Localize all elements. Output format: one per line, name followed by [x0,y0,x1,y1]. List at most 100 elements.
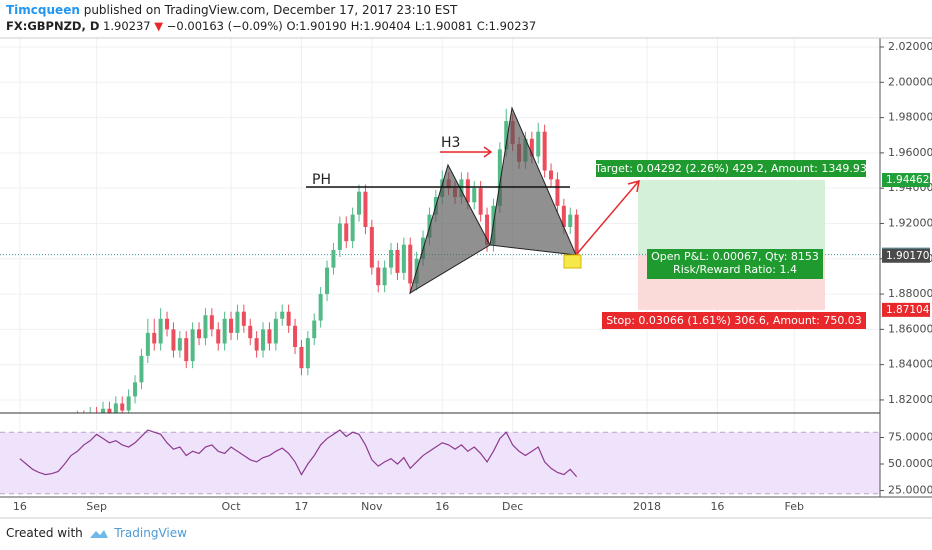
candle-body [273,318,278,344]
candle-body [369,227,374,268]
rsi-line [19,429,578,478]
target-text: Target: 0.04292 (2.26%) 429.2, Amount: 1… [594,162,867,175]
rr-text: Risk/Reward Ratio: 1.4 [673,263,797,276]
symbol: FX:GBPNZD, D [6,19,100,33]
candle-body [63,421,67,432]
candle-body [325,267,330,295]
target-arrow-head [627,179,640,193]
ohlc-key: L: [414,19,426,33]
x-tick-label: Sep [86,500,107,513]
candle-body [82,418,86,425]
candle-body [337,223,342,250]
x-tick-label: Nov [361,500,383,513]
x-tick-label: 2018 [633,500,661,513]
candle-body [126,396,131,411]
profit-zone [638,180,825,255]
candle-body [152,332,157,344]
annotations: PH H3 Target: 0.04292 (2.26%) 429.2, Amoun… [312,135,867,329]
header-line-2: FX:GBPNZD, D 1.90237 ▼ −0.00163 (−0.09%)… [6,19,540,33]
candle-body [286,311,291,326]
candle-body [248,325,253,339]
candle-body [158,318,163,344]
candle-body [75,418,79,427]
arrow: ▼ [154,19,164,33]
ph-label: PH [312,172,331,188]
candle-body [293,325,298,347]
price-label-box [882,302,930,317]
candle-body [401,244,406,273]
h3-label: H3 [441,135,460,151]
ohlc-val: 1.90081 [425,19,473,33]
pnl-box [647,249,823,279]
candle-body [254,338,259,351]
candle-body [216,329,221,344]
candle-body [113,403,118,413]
candle-body [101,408,106,413]
candle-body [344,223,349,242]
rsi-tick-label: 50.0000 [888,457,932,470]
rsi-tick-label: 75.0000 [888,431,932,444]
candle-body [376,267,381,286]
candle-body [88,414,92,425]
candle-body [568,214,573,227]
ohlc-key: H: [350,19,364,33]
candle-body [504,121,509,150]
logo-shape [89,529,108,538]
price-label-box [882,248,930,263]
x-tick-label: 16 [13,500,27,513]
change: −0.00163 (−0.09%) [166,19,283,33]
ohlc-val: 1.90404 [363,19,411,33]
candle-body [478,188,483,215]
footer: Created with TradingView [6,526,187,540]
candle-body [209,315,214,330]
candle-body [145,332,150,356]
y-tick-label: 1.88000 [888,287,932,300]
candle-body [536,131,541,157]
ohlc-key: O: [286,19,300,33]
logo [89,529,108,538]
candle-body [350,214,355,242]
brand[interactable]: TradingView [114,526,187,540]
candle-body [382,267,387,286]
y-tick-label: 2.02000 [888,40,932,53]
author[interactable]: Timcqueen [6,3,80,17]
price-label-box [882,173,930,188]
pattern [306,106,640,295]
target-box [596,160,866,177]
candle-body [69,421,73,426]
candle-body [318,294,323,321]
candle-body [549,170,554,180]
published: published on TradingView.com, December 1… [83,3,458,17]
x-tick-label: Feb [784,500,803,513]
candle-body [312,320,317,339]
price-label: 1.94462 [886,174,929,186]
candle-body [165,318,170,330]
rsi-tick-label: 25.0000 [888,484,932,497]
created-with: Created with [6,526,83,540]
candle-body [357,191,362,215]
y-tick-label: 1.98000 [888,111,932,124]
candle-body [459,179,464,197]
last: 1.90237 [103,19,151,33]
header-line-1: Timcqueen published on TradingView.com, … [6,3,457,17]
candle-body [280,311,285,319]
candle-body [363,191,368,227]
candle-body [190,329,195,362]
candle-body [485,214,490,245]
x-tick-label: 16 [435,500,449,513]
candle-body [529,138,534,157]
candle-body [395,249,400,273]
candle-body [222,318,227,344]
candle-body [261,329,266,351]
candle-body [472,188,477,203]
ohlc-key: C: [476,19,489,33]
pattern-xab [409,163,491,295]
y-tick-label: 1.92000 [888,216,932,229]
candle-body [235,311,240,333]
x-tick-label: 17 [294,500,308,513]
x-tick-label: 16 [710,500,724,513]
pattern-bcd [489,106,577,256]
x-tick-label: Oct [222,500,242,513]
candles [63,108,579,432]
candle-body [465,179,470,203]
